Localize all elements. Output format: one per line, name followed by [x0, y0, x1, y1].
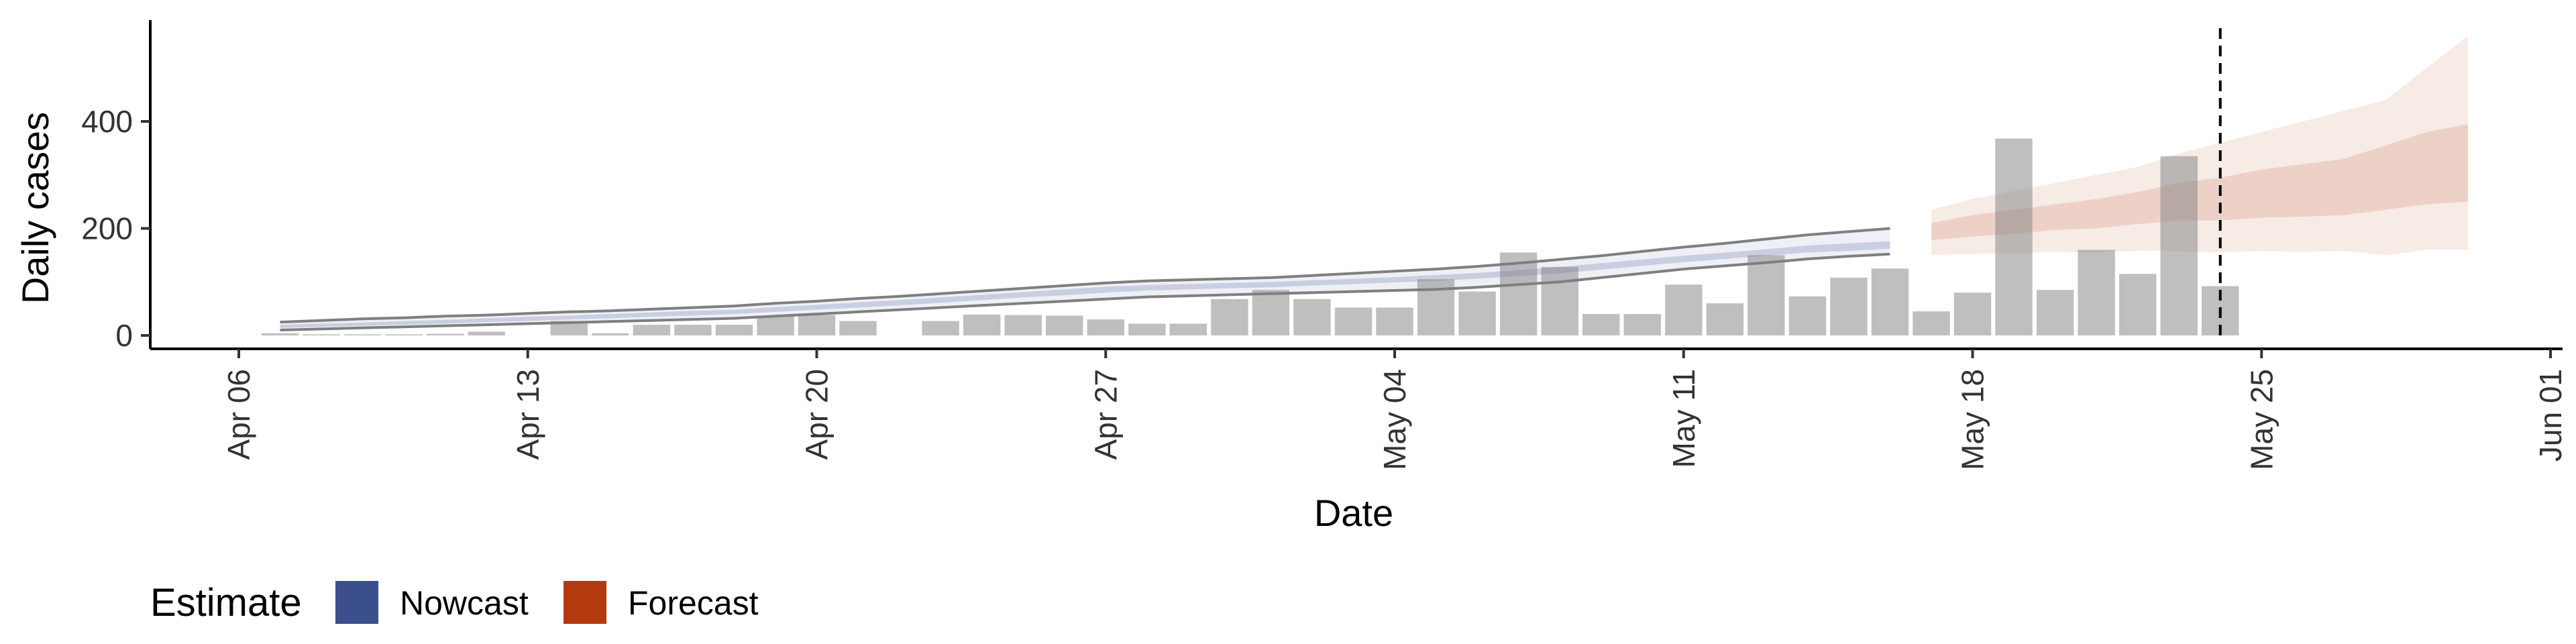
case-bar [385, 334, 423, 335]
axes: 0 200 400 Apr 06 Apr 13 Apr 20 Apr 27 May 04 May… [81, 20, 2568, 470]
case-bar [715, 325, 753, 335]
case-bar [550, 321, 588, 335]
case-bar [922, 321, 959, 335]
case-bar [303, 334, 340, 335]
case-bar [1995, 138, 2033, 335]
legend-label-forecast: Forecast [628, 584, 759, 622]
case-bar [1541, 266, 1578, 335]
case-bar [1665, 284, 1703, 335]
case-bar [1913, 311, 1950, 335]
case-bar [1953, 292, 1992, 335]
case-bar [2036, 290, 2074, 335]
case-bar [1458, 291, 1496, 335]
x-axis-title: Date [1314, 492, 1393, 534]
case-bar [1376, 307, 1413, 335]
legend-swatch-forecast [564, 581, 606, 624]
case-bar [1293, 299, 1331, 335]
forecast-ribbon-50 [1931, 124, 2468, 240]
reported-cases-bars [261, 138, 2239, 336]
case-bar [1046, 315, 1083, 335]
plot-area [261, 28, 2468, 342]
x-tick-label: May 25 [2244, 369, 2279, 470]
case-bar [1623, 314, 1661, 335]
x-tick-label: Apr 20 [800, 369, 835, 460]
case-bar [798, 315, 836, 335]
case-bar [468, 331, 505, 335]
x-tick-label: Apr 06 [221, 369, 256, 460]
case-bar [1004, 315, 1042, 335]
case-bar [633, 325, 671, 335]
case-bar [343, 334, 382, 335]
y-axis-title: Daily cases [14, 112, 56, 304]
case-bar [674, 325, 712, 335]
x-tick-label: May 11 [1666, 369, 1701, 468]
x-tick-label: Apr 13 [511, 369, 545, 460]
case-bar [1582, 314, 1620, 335]
forecast-layer [1931, 36, 2468, 256]
case-bar [261, 333, 299, 335]
forecast-ribbon-90 [1931, 36, 2468, 256]
case-bar [1252, 290, 1290, 335]
case-bar [1748, 255, 1785, 335]
legend-label-nowcast: Nowcast [400, 584, 529, 622]
case-bar [839, 321, 877, 335]
legend-swatch-nowcast [335, 581, 378, 624]
case-bar [1128, 323, 1166, 335]
x-tick-label: May 04 [1377, 369, 1412, 470]
case-bar [2160, 156, 2198, 336]
case-bar [1169, 323, 1207, 335]
case-bar [1871, 268, 1909, 335]
x-tick-label: Apr 27 [1088, 369, 1123, 460]
x-tick-label: May 18 [1955, 369, 1990, 470]
case-bar [1706, 303, 1743, 335]
nowcast-lower-line [280, 252, 1890, 331]
legend: Estimate Nowcast Forecast [150, 581, 759, 625]
case-bar [1830, 277, 1868, 335]
nowcast-upper-line [280, 227, 1890, 324]
case-bar [1334, 307, 1373, 335]
case-bar [1788, 296, 1827, 335]
y-tick-label: 200 [81, 211, 133, 246]
case-bar [1499, 252, 1538, 335]
case-bar [2078, 250, 2115, 335]
case-bar [963, 314, 1001, 335]
case-bar [1211, 299, 1248, 335]
case-bar [1417, 279, 1455, 335]
y-tick-label: 400 [81, 104, 133, 139]
y-tick-label: 0 [115, 318, 133, 353]
case-bar [427, 333, 464, 335]
case-bar [1087, 319, 1124, 335]
legend-title: Estimate [150, 581, 302, 625]
case-bar [2119, 274, 2157, 335]
case-bar [757, 315, 794, 335]
x-tick-label: Jun 01 [2533, 369, 2568, 462]
case-bar [592, 333, 629, 335]
